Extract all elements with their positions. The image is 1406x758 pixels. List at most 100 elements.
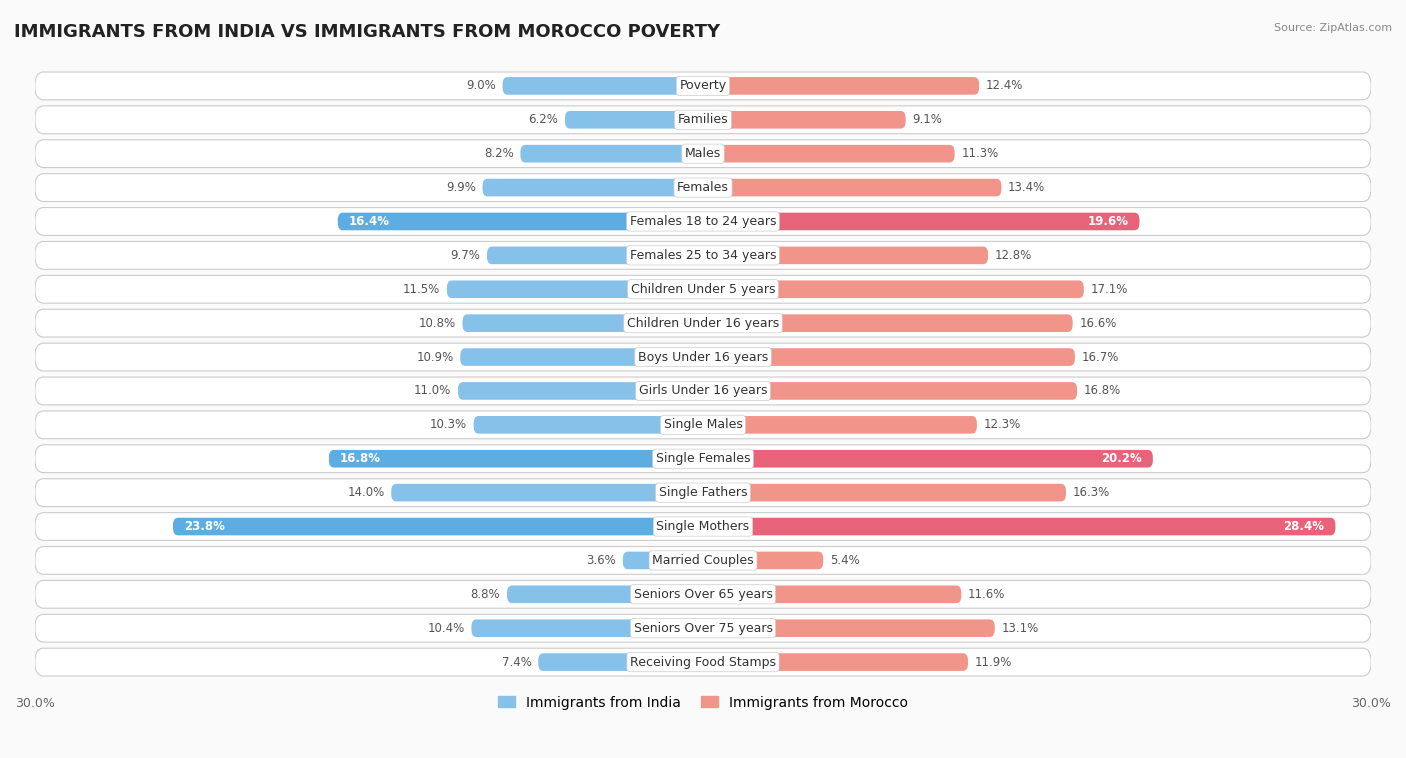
Text: 9.0%: 9.0%: [467, 80, 496, 92]
Text: 16.8%: 16.8%: [340, 453, 381, 465]
Text: 10.4%: 10.4%: [427, 622, 465, 634]
FancyBboxPatch shape: [703, 246, 988, 265]
Text: 20.2%: 20.2%: [1101, 453, 1142, 465]
FancyBboxPatch shape: [35, 106, 1371, 133]
Text: 7.4%: 7.4%: [502, 656, 531, 669]
Text: Families: Families: [678, 113, 728, 127]
FancyBboxPatch shape: [35, 614, 1371, 642]
Text: 14.0%: 14.0%: [347, 486, 385, 499]
Text: Source: ZipAtlas.com: Source: ZipAtlas.com: [1274, 23, 1392, 33]
FancyBboxPatch shape: [703, 145, 955, 162]
Text: 11.9%: 11.9%: [974, 656, 1012, 669]
FancyBboxPatch shape: [35, 479, 1371, 506]
Text: 12.4%: 12.4%: [986, 80, 1024, 92]
FancyBboxPatch shape: [474, 416, 703, 434]
Text: 11.5%: 11.5%: [404, 283, 440, 296]
Text: 11.6%: 11.6%: [967, 587, 1005, 601]
FancyBboxPatch shape: [703, 518, 1336, 535]
FancyBboxPatch shape: [703, 416, 977, 434]
FancyBboxPatch shape: [486, 246, 703, 265]
FancyBboxPatch shape: [703, 484, 1066, 502]
Text: 16.8%: 16.8%: [1084, 384, 1121, 397]
FancyBboxPatch shape: [35, 208, 1371, 236]
Text: Males: Males: [685, 147, 721, 160]
FancyBboxPatch shape: [703, 653, 967, 671]
Text: Females 18 to 24 years: Females 18 to 24 years: [630, 215, 776, 228]
Text: 17.1%: 17.1%: [1091, 283, 1128, 296]
Text: Single Females: Single Females: [655, 453, 751, 465]
FancyBboxPatch shape: [35, 139, 1371, 168]
Legend: Immigrants from India, Immigrants from Morocco: Immigrants from India, Immigrants from M…: [492, 690, 914, 715]
FancyBboxPatch shape: [35, 242, 1371, 269]
Text: 10.8%: 10.8%: [419, 317, 456, 330]
Text: Seniors Over 75 years: Seniors Over 75 years: [634, 622, 772, 634]
FancyBboxPatch shape: [337, 213, 703, 230]
FancyBboxPatch shape: [471, 619, 703, 637]
Text: 16.7%: 16.7%: [1081, 350, 1119, 364]
FancyBboxPatch shape: [565, 111, 703, 129]
FancyBboxPatch shape: [703, 280, 1084, 298]
Text: Females 25 to 34 years: Females 25 to 34 years: [630, 249, 776, 262]
Text: Seniors Over 65 years: Seniors Over 65 years: [634, 587, 772, 601]
Text: Single Males: Single Males: [664, 418, 742, 431]
Text: Married Couples: Married Couples: [652, 554, 754, 567]
Text: Single Fathers: Single Fathers: [659, 486, 747, 499]
FancyBboxPatch shape: [35, 72, 1371, 100]
Text: Children Under 5 years: Children Under 5 years: [631, 283, 775, 296]
Text: 10.9%: 10.9%: [416, 350, 454, 364]
FancyBboxPatch shape: [35, 648, 1371, 676]
FancyBboxPatch shape: [463, 315, 703, 332]
FancyBboxPatch shape: [35, 343, 1371, 371]
FancyBboxPatch shape: [703, 179, 1001, 196]
Text: Boys Under 16 years: Boys Under 16 years: [638, 350, 768, 364]
FancyBboxPatch shape: [35, 275, 1371, 303]
Text: 9.1%: 9.1%: [912, 113, 942, 127]
FancyBboxPatch shape: [329, 450, 703, 468]
FancyBboxPatch shape: [173, 518, 703, 535]
FancyBboxPatch shape: [703, 77, 979, 95]
Text: 9.7%: 9.7%: [450, 249, 481, 262]
FancyBboxPatch shape: [703, 348, 1076, 366]
FancyBboxPatch shape: [508, 585, 703, 603]
FancyBboxPatch shape: [538, 653, 703, 671]
Text: 9.9%: 9.9%: [446, 181, 475, 194]
Text: 6.2%: 6.2%: [529, 113, 558, 127]
FancyBboxPatch shape: [35, 581, 1371, 608]
Text: Children Under 16 years: Children Under 16 years: [627, 317, 779, 330]
FancyBboxPatch shape: [623, 552, 703, 569]
FancyBboxPatch shape: [703, 382, 1077, 399]
Text: 28.4%: 28.4%: [1284, 520, 1324, 533]
FancyBboxPatch shape: [703, 552, 824, 569]
FancyBboxPatch shape: [35, 377, 1371, 405]
FancyBboxPatch shape: [703, 585, 962, 603]
Text: 3.6%: 3.6%: [586, 554, 616, 567]
FancyBboxPatch shape: [703, 213, 1139, 230]
FancyBboxPatch shape: [391, 484, 703, 502]
FancyBboxPatch shape: [502, 77, 703, 95]
Text: 11.0%: 11.0%: [415, 384, 451, 397]
Text: Girls Under 16 years: Girls Under 16 years: [638, 384, 768, 397]
FancyBboxPatch shape: [35, 445, 1371, 473]
Text: 12.8%: 12.8%: [994, 249, 1032, 262]
Text: 10.3%: 10.3%: [430, 418, 467, 431]
Text: 12.3%: 12.3%: [984, 418, 1021, 431]
FancyBboxPatch shape: [482, 179, 703, 196]
Text: IMMIGRANTS FROM INDIA VS IMMIGRANTS FROM MOROCCO POVERTY: IMMIGRANTS FROM INDIA VS IMMIGRANTS FROM…: [14, 23, 720, 41]
Text: 23.8%: 23.8%: [184, 520, 225, 533]
FancyBboxPatch shape: [460, 348, 703, 366]
Text: 5.4%: 5.4%: [830, 554, 859, 567]
FancyBboxPatch shape: [520, 145, 703, 162]
Text: 16.4%: 16.4%: [349, 215, 389, 228]
FancyBboxPatch shape: [35, 411, 1371, 439]
Text: 8.8%: 8.8%: [471, 587, 501, 601]
Text: 11.3%: 11.3%: [962, 147, 998, 160]
Text: 13.4%: 13.4%: [1008, 181, 1045, 194]
Text: Poverty: Poverty: [679, 80, 727, 92]
FancyBboxPatch shape: [35, 174, 1371, 202]
FancyBboxPatch shape: [35, 512, 1371, 540]
Text: 19.6%: 19.6%: [1087, 215, 1129, 228]
FancyBboxPatch shape: [703, 450, 1153, 468]
FancyBboxPatch shape: [35, 309, 1371, 337]
FancyBboxPatch shape: [703, 111, 905, 129]
FancyBboxPatch shape: [35, 547, 1371, 575]
